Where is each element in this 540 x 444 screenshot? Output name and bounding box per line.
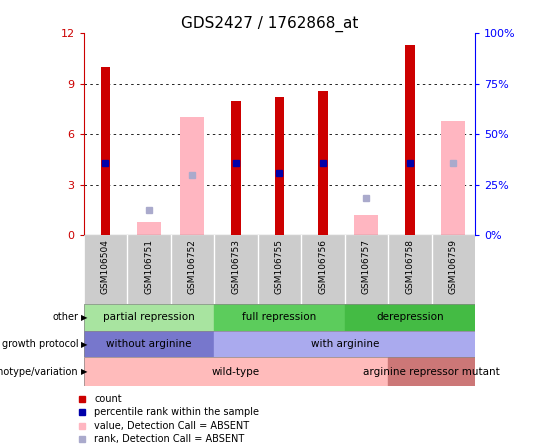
Text: GSM106753: GSM106753 (232, 239, 240, 294)
Bar (100, 67, 110, 235)
Text: derepression: derepression (376, 313, 444, 322)
Bar (180, 118, 205, 235)
Bar (84, 304, 214, 331)
FancyBboxPatch shape (84, 235, 127, 304)
Text: GSM106756: GSM106756 (319, 239, 327, 294)
Bar (405, 45, 415, 235)
Text: percentile rank within the sample: percentile rank within the sample (94, 407, 259, 417)
Text: full repression: full repression (242, 313, 316, 322)
Bar (388, 357, 475, 386)
Text: partial repression: partial repression (103, 313, 195, 322)
Bar (275, 97, 284, 235)
Text: ▶: ▶ (81, 367, 87, 377)
Text: GSM106751: GSM106751 (145, 239, 153, 294)
Bar (231, 101, 241, 235)
Bar (137, 222, 161, 235)
Text: GDS2427 / 1762868_at: GDS2427 / 1762868_at (181, 16, 359, 32)
FancyBboxPatch shape (388, 235, 431, 304)
Bar (84, 331, 214, 357)
Bar (214, 331, 475, 357)
Text: other: other (52, 313, 78, 322)
Text: growth protocol: growth protocol (2, 339, 78, 349)
Bar (345, 304, 475, 331)
FancyBboxPatch shape (345, 235, 388, 304)
FancyBboxPatch shape (301, 235, 345, 304)
FancyBboxPatch shape (214, 235, 258, 304)
FancyBboxPatch shape (127, 235, 171, 304)
Text: GSM106759: GSM106759 (449, 239, 458, 294)
Text: without arginine: without arginine (106, 339, 192, 349)
FancyBboxPatch shape (258, 235, 301, 304)
Text: arginine repressor mutant: arginine repressor mutant (363, 367, 500, 377)
Text: genotype/variation: genotype/variation (0, 367, 78, 377)
FancyBboxPatch shape (171, 235, 214, 304)
Text: ▶: ▶ (81, 340, 87, 349)
Bar (214, 304, 345, 331)
FancyBboxPatch shape (431, 235, 475, 304)
Text: wild-type: wild-type (212, 367, 260, 377)
Text: with arginine: with arginine (310, 339, 379, 349)
Bar (318, 91, 328, 235)
Bar (442, 121, 465, 235)
Text: GSM106752: GSM106752 (188, 239, 197, 293)
Text: GSM106755: GSM106755 (275, 239, 284, 294)
Text: rank, Detection Call = ABSENT: rank, Detection Call = ABSENT (94, 434, 245, 444)
Text: GSM106758: GSM106758 (406, 239, 415, 294)
Text: ▶: ▶ (81, 313, 87, 322)
Text: GSM106757: GSM106757 (362, 239, 371, 294)
Bar (84, 357, 388, 386)
Bar (354, 215, 379, 235)
Text: value, Detection Call = ABSENT: value, Detection Call = ABSENT (94, 420, 249, 431)
Text: count: count (94, 394, 122, 404)
Text: GSM106504: GSM106504 (101, 239, 110, 293)
